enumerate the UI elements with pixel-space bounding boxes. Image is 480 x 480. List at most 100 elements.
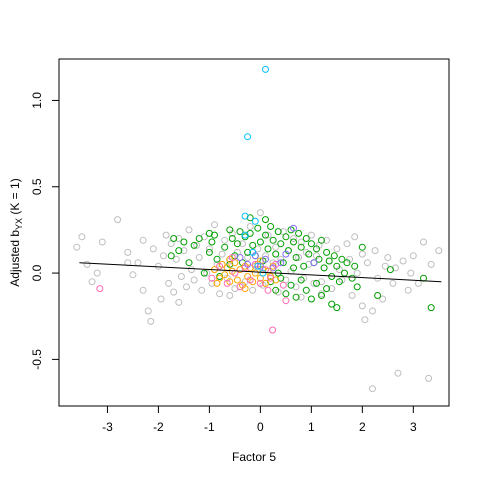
data-point-green (167, 252, 175, 260)
data-point-gray (389, 279, 397, 287)
data-point-green (282, 233, 290, 241)
data-point-gray (139, 286, 147, 294)
data-point-green (297, 243, 305, 251)
data-point-gray (343, 240, 351, 248)
data-point-gray (381, 262, 389, 270)
data-point-gray (73, 243, 81, 251)
data-point-gray (198, 286, 206, 294)
data-point-gray (414, 279, 422, 287)
data-point-green (353, 283, 361, 291)
data-point-gray (399, 257, 407, 265)
data-point-green (205, 229, 213, 237)
data-point-gray (205, 245, 213, 253)
data-point-green (205, 248, 213, 256)
data-point-gray (264, 231, 272, 239)
data-point-gray (218, 250, 226, 258)
data-point-green (228, 235, 236, 242)
x-tick-label: -1 (204, 420, 215, 434)
data-point-green (221, 243, 229, 251)
data-point-green (290, 238, 297, 246)
data-point-gray (361, 316, 369, 324)
x-tick-label: 0 (257, 420, 264, 434)
data-point-orange (262, 279, 269, 287)
data-point-green (249, 241, 257, 249)
data-point-gray (160, 252, 167, 260)
y-axis-label-main: Adjusted b (8, 230, 22, 287)
data-point-purple (262, 255, 269, 263)
data-point-gray (371, 247, 379, 255)
y-axis-label: Adjusted bYX (K = 1) (8, 178, 24, 286)
data-point-green (272, 250, 280, 258)
data-point-gray (297, 238, 305, 246)
data-point-gray (134, 259, 142, 267)
y-tick-label: 0.0 (30, 264, 44, 281)
data-point-green (272, 286, 280, 294)
data-point-green (302, 235, 310, 242)
data-point-gray (384, 254, 392, 261)
data-point-gray (165, 279, 173, 287)
y-tick-label: 1.0 (30, 92, 44, 109)
data-point-purple (256, 262, 264, 270)
data-point-pink (236, 283, 244, 291)
data-point-cyan (241, 212, 249, 220)
data-point-purple (269, 264, 277, 272)
y-axis-label-subscript: YX (14, 218, 24, 230)
data-point-gray (348, 292, 356, 299)
data-point-gray (147, 317, 155, 325)
data-point-green (305, 250, 313, 258)
x-axis: -3 -2 -1 0 1 2 3 (102, 405, 417, 434)
data-point-orange (233, 276, 241, 284)
data-point-green (256, 238, 264, 246)
data-point-gray (195, 254, 203, 261)
data-point-green (307, 295, 315, 303)
data-point-gray (358, 250, 366, 258)
data-point-green (292, 293, 300, 301)
data-point-pink (223, 279, 231, 287)
data-point-gray (407, 269, 415, 277)
data-point-gray (323, 236, 331, 244)
data-point-green (233, 240, 241, 248)
data-point-green (328, 300, 336, 308)
data-point-green (175, 247, 183, 255)
data-point-green (323, 248, 331, 256)
data-point-gray (175, 298, 183, 306)
data-point-gray (256, 209, 264, 217)
data-point-purple (277, 259, 285, 267)
data-point-gray (254, 245, 262, 253)
data-point-green (269, 236, 277, 244)
data-point-gray (83, 260, 91, 268)
data-point-gray (328, 285, 336, 293)
data-point-pink (216, 262, 224, 270)
data-point-green (335, 278, 343, 286)
data-point-green (333, 262, 341, 270)
data-point-gray (190, 276, 198, 284)
data-point-green (290, 264, 297, 272)
data-point-orange (251, 269, 259, 277)
data-point-pink (267, 274, 275, 282)
data-point-green (264, 245, 272, 253)
data-point-gray (183, 283, 190, 291)
data-point-gray (78, 233, 86, 241)
data-point-gray (246, 223, 254, 230)
data-point-green (262, 231, 269, 239)
data-point-green (274, 228, 282, 236)
data-point-green (185, 259, 193, 267)
data-point-cyan (259, 269, 267, 277)
data-point-gray (157, 295, 165, 303)
data-point-green (343, 259, 351, 267)
data-point-green (325, 257, 333, 265)
data-point-green (267, 223, 275, 230)
data-point-green (351, 262, 359, 270)
data-point-green (386, 266, 394, 274)
data-point-green (170, 235, 178, 242)
x-axis-label: Factor 5 (232, 450, 276, 464)
data-point-gray (221, 236, 229, 244)
data-point-gray (394, 369, 402, 377)
data-point-gray (162, 231, 170, 239)
data-point-gray (98, 238, 106, 246)
data-point-gray (249, 286, 257, 294)
x-tick-label: -2 (153, 420, 164, 434)
data-point-gray (188, 266, 195, 274)
data-point-purple (282, 250, 290, 258)
